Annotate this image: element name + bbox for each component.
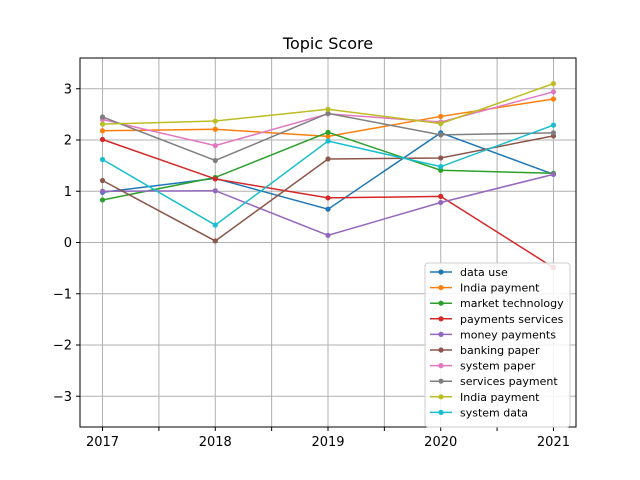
x-tick-label: 2018 bbox=[199, 435, 232, 450]
data-point bbox=[99, 114, 106, 120]
legend-label: data use bbox=[460, 266, 508, 279]
legend-label: India payment bbox=[460, 282, 540, 295]
x-tick-label: 2021 bbox=[537, 435, 570, 450]
data-point bbox=[325, 110, 331, 116]
data-point bbox=[325, 106, 331, 112]
data-point bbox=[438, 167, 444, 173]
legend-swatch-marker bbox=[438, 347, 444, 353]
data-point bbox=[212, 118, 218, 124]
legend-label: banking paper bbox=[460, 344, 540, 357]
data-point bbox=[212, 176, 218, 182]
data-point bbox=[212, 238, 218, 244]
legend-swatch-marker bbox=[438, 394, 444, 400]
y-tick-label: 2 bbox=[64, 134, 72, 149]
legend-label: services payment bbox=[460, 375, 558, 388]
data-point bbox=[550, 130, 557, 136]
legend-swatch-marker bbox=[438, 409, 444, 415]
y-tick-label: 0 bbox=[64, 236, 72, 251]
data-point bbox=[99, 128, 106, 134]
data-point bbox=[550, 171, 557, 177]
legend-swatch-marker bbox=[438, 316, 444, 322]
y-tick-label: −3 bbox=[53, 390, 72, 405]
data-point bbox=[438, 199, 444, 206]
data-point bbox=[212, 143, 218, 149]
data-point bbox=[438, 193, 444, 199]
legend-label: system paper bbox=[460, 360, 536, 373]
data-point bbox=[325, 138, 331, 144]
data-point bbox=[438, 155, 444, 161]
data-point bbox=[99, 177, 106, 184]
data-point bbox=[99, 121, 106, 127]
data-point bbox=[99, 197, 106, 203]
y-tick-label: 1 bbox=[64, 185, 72, 200]
data-point bbox=[212, 188, 218, 194]
legend-swatch-marker bbox=[438, 363, 444, 369]
data-point bbox=[550, 122, 557, 128]
x-tick-label: 2019 bbox=[311, 435, 344, 450]
legend-label: system data bbox=[460, 406, 528, 419]
data-point bbox=[550, 81, 557, 87]
legend-label: India payment bbox=[460, 391, 540, 404]
data-point bbox=[438, 121, 444, 127]
legend-swatch-marker bbox=[438, 331, 444, 337]
legend-swatch-marker bbox=[438, 285, 444, 291]
y-tick-label: −2 bbox=[53, 339, 72, 354]
legend-swatch-marker bbox=[438, 300, 444, 306]
data-point bbox=[212, 222, 218, 228]
data-point bbox=[325, 206, 331, 212]
plot-area: 2017 2018 2019 2020 2021 −3 −2 −1 0 1 2 3 data use In… bbox=[53, 57, 577, 450]
y-tick-label: 3 bbox=[64, 82, 72, 97]
legend-swatch-marker bbox=[438, 269, 444, 275]
data-point bbox=[325, 133, 331, 140]
data-point bbox=[438, 113, 444, 120]
data-point bbox=[325, 195, 331, 201]
x-tick-label: 2020 bbox=[424, 435, 457, 450]
data-point bbox=[99, 188, 106, 194]
data-point bbox=[438, 132, 444, 138]
data-point bbox=[212, 157, 218, 164]
data-point bbox=[325, 232, 331, 238]
chart-title: Topic Score bbox=[282, 34, 373, 53]
y-tick-label: −1 bbox=[53, 287, 72, 302]
data-point bbox=[438, 164, 444, 170]
data-point bbox=[550, 96, 557, 102]
data-point bbox=[550, 89, 557, 95]
data-point bbox=[325, 129, 331, 135]
legend-label: market technology bbox=[460, 297, 564, 310]
legend-swatch-marker bbox=[438, 378, 444, 384]
data-point bbox=[99, 136, 106, 143]
data-point bbox=[99, 156, 106, 163]
data-point bbox=[212, 126, 218, 132]
legend-label: payments services bbox=[460, 313, 564, 326]
legend-box bbox=[424, 262, 571, 428]
legend: data use India payment market technology pa… bbox=[424, 262, 571, 428]
legend-label: money payments bbox=[460, 328, 556, 341]
x-tick-label: 2017 bbox=[86, 435, 119, 450]
data-point bbox=[325, 156, 331, 162]
